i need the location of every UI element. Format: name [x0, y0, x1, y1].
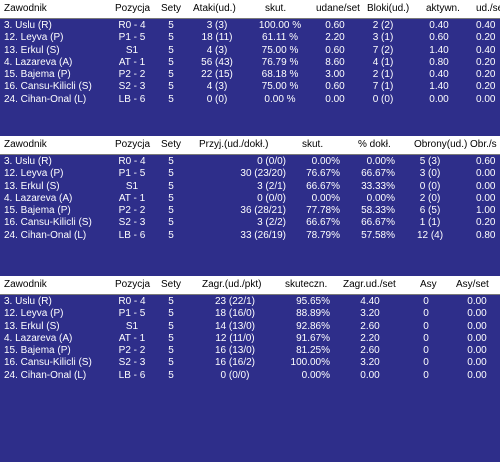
table-body: 3. Uslu (R) R0 - 4 5 23 (22/1) 95.65% 4.…	[0, 295, 500, 382]
col-header-pozycja[interactable]: Pozycja	[115, 3, 151, 14]
table-row[interactable]: 16. Cansu-Kilicli (S) S2 - 3 5 16 (16/2)…	[4, 357, 487, 369]
table-row[interactable]: 3. Uslu (R) R0 - 4 5 3 (3) 100.00 % 0.60…	[4, 20, 496, 31]
table-row[interactable]: 12. Leyva (P) P1 - 5 5 18 (11) 61.11 % 2…	[4, 32, 496, 44]
attack-block-panel: Zawodnik Pozycja Sety Ataki(ud.) skut. u…	[0, 0, 500, 106]
col-header-asy-set[interactable]: Asy/set	[456, 279, 489, 290]
table-row[interactable]: 4. Lazareva (A) AT - 1 5 12 (11/0) 91.67…	[4, 332, 487, 344]
col-header-aktywn[interactable]: aktywn.	[426, 3, 460, 14]
table-row[interactable]: 16. Cansu-Kilicli (S) S2 - 3 5 4 (3) 75.…	[4, 81, 496, 93]
col-header-asy[interactable]: Asy	[420, 279, 437, 290]
table-row[interactable]: 4. Lazareva (A) AT - 1 5 0 (0/0) 0.00% 0…	[4, 192, 496, 204]
col-header-zagr[interactable]: Zagr.(ud./pkt)	[202, 279, 262, 290]
col-header-skut[interactable]: skut.	[265, 3, 287, 14]
col-header-udane-set[interactable]: udane/set	[316, 3, 360, 14]
col-header-bloki[interactable]: Bloki(ud.)	[367, 3, 410, 14]
col-header-pozycja[interactable]: Pozycja	[115, 279, 151, 290]
col-header-dokl[interactable]: % dokł.	[358, 139, 391, 150]
table-row[interactable]: 13. Erkul (S) S1 5 14 (13/0) 92.86% 2.60…	[4, 320, 487, 332]
table-row[interactable]: 16. Cansu-Kilicli (S) S2 - 3 5 3 (2/2) 6…	[4, 217, 496, 229]
table-row[interactable]: 3. Uslu (R) R0 - 4 5 0 (0/0) 0.00% 0.00%…	[4, 156, 496, 167]
col-header-zawodnik[interactable]: Zawodnik	[4, 139, 47, 150]
table-header: Zawodnik Pozycja Sety Ataki(ud.) skut. u…	[0, 0, 500, 19]
col-header-sety[interactable]: Sety	[161, 3, 182, 14]
reception-defense-panel: Zawodnik Pozycja Sety Przyj.(ud./dokł.) …	[0, 136, 500, 242]
table-row[interactable]: 15. Bajema (P) P2 - 2 5 36 (28/21) 77.78…	[4, 205, 496, 217]
col-header-ataki[interactable]: Ataki(ud.)	[193, 3, 236, 14]
table-row[interactable]: 15. Bajema (P) P2 - 2 5 16 (13/0) 81.25%…	[4, 345, 487, 357]
table-row[interactable]: 24. Cihan-Onal (L) LB - 6 5 0 (0) 0.00 %…	[4, 93, 496, 105]
table-row[interactable]: 15. Bajema (P) P2 - 2 5 22 (15) 68.18 % …	[4, 69, 496, 81]
col-header-zagr-ud-set[interactable]: Zagr.ud./set	[343, 279, 396, 290]
table-header: Zawodnik Pozycja Sety Zagr.(ud./pkt) sku…	[0, 276, 500, 295]
table-row[interactable]: 12. Leyva (P) P1 - 5 5 18 (16/0) 88.89% …	[4, 308, 487, 320]
table-row[interactable]: 24. Cihan-Onal (L) LB - 6 5 33 (26/19) 7…	[4, 229, 496, 241]
serve-panel: Zawodnik Pozycja Sety Zagr.(ud./pkt) sku…	[0, 276, 500, 382]
col-header-sety[interactable]: Sety	[161, 279, 182, 290]
col-header-skuteczn[interactable]: skuteczn.	[285, 279, 328, 290]
table-row[interactable]: 24. Cihan-Onal (L) LB - 6 5 0 (0/0) 0.00…	[4, 369, 487, 381]
col-header-obr-s[interactable]: Obr./s	[470, 139, 497, 150]
table-row[interactable]: 13. Erkul (S) S1 5 3 (2/1) 66.67% 33.33%…	[4, 180, 496, 192]
table-body: 3. Uslu (R) R0 - 4 5 0 (0/0) 0.00% 0.00%…	[0, 155, 500, 242]
col-header-zawodnik[interactable]: Zawodnik	[4, 3, 47, 14]
col-header-skut[interactable]: skut.	[302, 139, 324, 150]
table-row[interactable]: 13. Erkul (S) S1 5 4 (3) 75.00 % 0.60 7 …	[4, 44, 496, 56]
col-header-sety[interactable]: Sety	[161, 139, 182, 150]
table-header: Zawodnik Pozycja Sety Przyj.(ud./dokł.) …	[0, 136, 500, 155]
col-header-obrony[interactable]: Obrony(ud.)	[414, 139, 468, 150]
table-body: 3. Uslu (R) R0 - 4 5 3 (3) 100.00 % 0.60…	[0, 19, 500, 106]
col-header-pozycja[interactable]: Pozycja	[115, 139, 151, 150]
col-header-ud-se[interactable]: ud./se	[476, 3, 500, 14]
table-row[interactable]: 12. Leyva (P) P1 - 5 5 30 (23/20) 76.67%…	[4, 168, 496, 180]
col-header-przyj[interactable]: Przyj.(ud./dokł.)	[199, 139, 269, 150]
table-row[interactable]: 3. Uslu (R) R0 - 4 5 23 (22/1) 95.65% 4.…	[4, 296, 487, 307]
table-row[interactable]: 4. Lazareva (A) AT - 1 5 56 (43) 76.79 %…	[4, 56, 496, 68]
col-header-zawodnik[interactable]: Zawodnik	[4, 279, 47, 290]
